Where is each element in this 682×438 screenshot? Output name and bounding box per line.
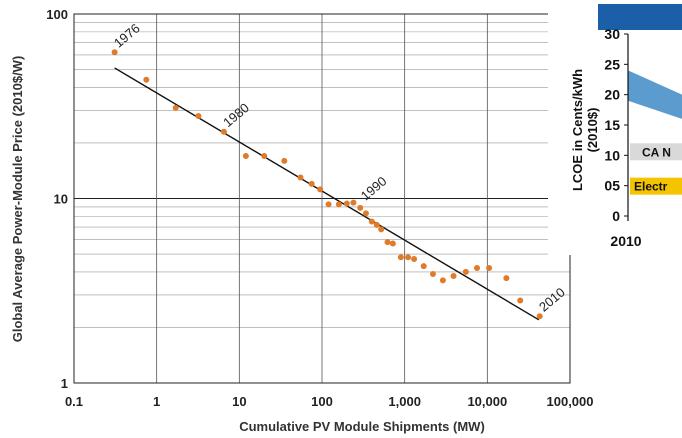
data-point — [536, 313, 543, 320]
data-point — [220, 128, 227, 135]
data-point — [405, 254, 412, 261]
data-point — [450, 273, 457, 280]
data-point — [350, 199, 357, 206]
year-annotation: 1980 — [220, 100, 252, 130]
inset-y-tick-label: 30 — [604, 26, 620, 42]
year-annotation: 2010 — [536, 284, 568, 314]
data-point — [297, 174, 304, 181]
y-tick-label: 100 — [46, 7, 68, 22]
inset-electr-bar — [630, 177, 682, 195]
y-tick-label: 10 — [54, 192, 68, 207]
y-tick-label: 1 — [61, 376, 68, 391]
inset-lcoe-band — [628, 70, 682, 119]
data-point — [373, 221, 380, 228]
data-point — [384, 239, 391, 246]
trendline — [114, 67, 540, 321]
data-point — [389, 240, 396, 247]
data-point — [308, 180, 315, 187]
data-point — [111, 49, 118, 56]
x-tick-label: 10 — [232, 394, 246, 409]
inset-y-tick-label: 0 — [612, 208, 620, 224]
inset-y-title-line2: (2010$) — [585, 108, 600, 153]
data-point — [474, 265, 481, 272]
grid-lines — [74, 14, 570, 383]
inset-y-tick-label: 15 — [604, 117, 620, 133]
inset-chart: CA N Electr 0 05 10 15 20 25 30 2010 LCOE in C… — [548, 0, 682, 255]
data-point — [261, 152, 268, 159]
x-tick-label: 1,000 — [388, 394, 421, 409]
data-point — [281, 157, 288, 164]
x-tick-label: 100,000 — [547, 394, 594, 409]
data-point — [368, 218, 375, 225]
y-axis-ticks: 1 10 100 — [46, 7, 68, 391]
x-tick-label: 0.1 — [65, 394, 83, 409]
data-point — [517, 297, 524, 304]
inset-y-tick-label: 25 — [604, 56, 620, 72]
data-point — [420, 263, 427, 270]
y-axis-title: Global Average Power-Module Price (2010$… — [10, 56, 25, 343]
inset-header-bar — [598, 4, 682, 30]
x-tick-label: 1 — [153, 394, 160, 409]
x-tick-label: 100 — [311, 394, 333, 409]
inset-ca-label: CA N — [642, 145, 671, 159]
inset-x-tick: 2010 — [610, 233, 641, 249]
data-point — [378, 226, 385, 233]
data-point — [242, 152, 249, 159]
data-point — [429, 270, 436, 277]
inset-y-tick-label: 05 — [604, 178, 620, 194]
data-points — [111, 49, 543, 320]
data-point — [411, 255, 418, 262]
data-point — [503, 275, 510, 282]
year-annotation: 1976 — [111, 21, 143, 51]
inset-background — [548, 0, 682, 255]
data-point — [335, 201, 342, 208]
data-point — [317, 186, 324, 193]
x-axis-ticks: 0.1 1 10 100 1,000 10,000 100,000 — [65, 394, 594, 409]
inset-electr-label: Electr — [634, 180, 668, 194]
data-point — [325, 201, 332, 208]
inset-y-title-line1: LCOE in Cents/kWh — [570, 69, 585, 191]
inset-y-tick-label: 10 — [604, 147, 620, 163]
data-point — [486, 265, 493, 272]
data-point — [397, 254, 404, 261]
data-point — [172, 104, 179, 111]
data-point — [362, 210, 369, 217]
data-point — [439, 277, 446, 284]
data-point — [462, 268, 469, 275]
data-point — [143, 76, 150, 83]
x-axis-title: Cumulative PV Module Shipments (MW) — [239, 419, 485, 434]
inset-y-tick-label: 20 — [604, 87, 620, 103]
data-point — [357, 204, 364, 211]
inset-ca-bar — [630, 143, 682, 161]
x-tick-label: 10,000 — [467, 394, 507, 409]
data-point — [343, 200, 350, 207]
data-point — [195, 112, 202, 119]
inset-y-ticks: 0 05 10 15 20 25 30 — [604, 26, 628, 224]
